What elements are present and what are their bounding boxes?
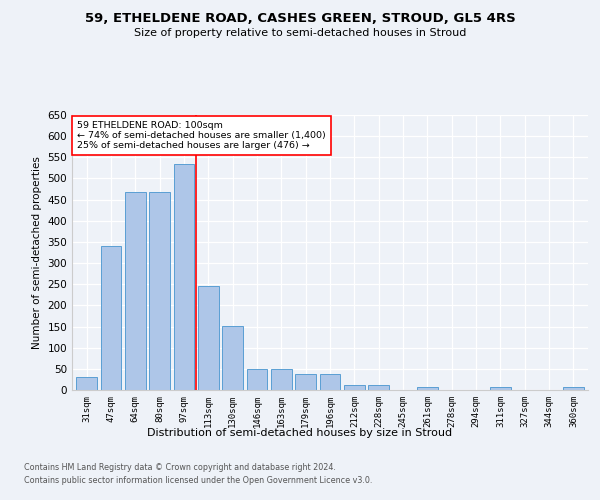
Bar xyxy=(368,384,389,390)
Text: Contains HM Land Registry data © Crown copyright and database right 2024.: Contains HM Land Registry data © Crown c… xyxy=(24,462,336,471)
Bar xyxy=(344,384,365,390)
Text: Contains public sector information licensed under the Open Government Licence v3: Contains public sector information licen… xyxy=(24,476,373,485)
Text: Distribution of semi-detached houses by size in Stroud: Distribution of semi-detached houses by … xyxy=(148,428,452,438)
Bar xyxy=(320,374,340,390)
Bar xyxy=(149,192,170,390)
Y-axis label: Number of semi-detached properties: Number of semi-detached properties xyxy=(32,156,42,349)
Bar xyxy=(76,378,97,390)
Text: Size of property relative to semi-detached houses in Stroud: Size of property relative to semi-detach… xyxy=(134,28,466,38)
Bar xyxy=(198,286,218,390)
Bar xyxy=(101,246,121,390)
Text: 59 ETHELDENE ROAD: 100sqm
← 74% of semi-detached houses are smaller (1,400)
25% : 59 ETHELDENE ROAD: 100sqm ← 74% of semi-… xyxy=(77,120,326,150)
Bar xyxy=(417,386,438,390)
Text: 59, ETHELDENE ROAD, CASHES GREEN, STROUD, GL5 4RS: 59, ETHELDENE ROAD, CASHES GREEN, STROUD… xyxy=(85,12,515,26)
Bar xyxy=(563,387,584,390)
Bar xyxy=(247,369,268,390)
Bar xyxy=(222,326,243,390)
Bar xyxy=(295,374,316,390)
Bar xyxy=(125,192,146,390)
Bar xyxy=(490,387,511,390)
Bar xyxy=(173,164,194,390)
Bar xyxy=(271,369,292,390)
